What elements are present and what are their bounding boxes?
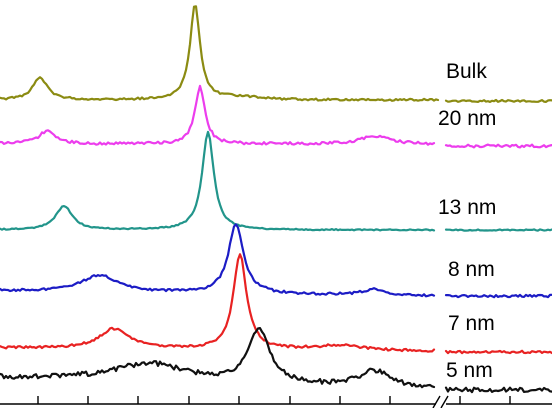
series-labels: Bulk 20 nm 13 nm 8 nm 7 nm 5 nm — [438, 60, 496, 382]
series-line-bulk — [0, 5, 552, 103]
series-label-20nm: 20 nm — [438, 107, 496, 130]
series-label-13nm: 13 nm — [438, 196, 496, 219]
series-line-13nm — [0, 130, 552, 232]
series-lines — [0, 5, 552, 394]
series-label-8nm: 8 nm — [448, 258, 495, 281]
series-line-20nm — [0, 84, 552, 149]
series-label-7nm: 7 nm — [448, 312, 495, 335]
axis-break-mark — [432, 395, 449, 408]
x-axis-ticks — [37, 396, 511, 404]
series-line-7nm — [0, 253, 552, 355]
series-line-5nm — [0, 327, 552, 394]
series-line-8nm — [0, 223, 552, 299]
series-label-bulk: Bulk — [446, 60, 487, 83]
x-axis — [0, 395, 552, 408]
series-label-5nm: 5 nm — [446, 359, 493, 382]
